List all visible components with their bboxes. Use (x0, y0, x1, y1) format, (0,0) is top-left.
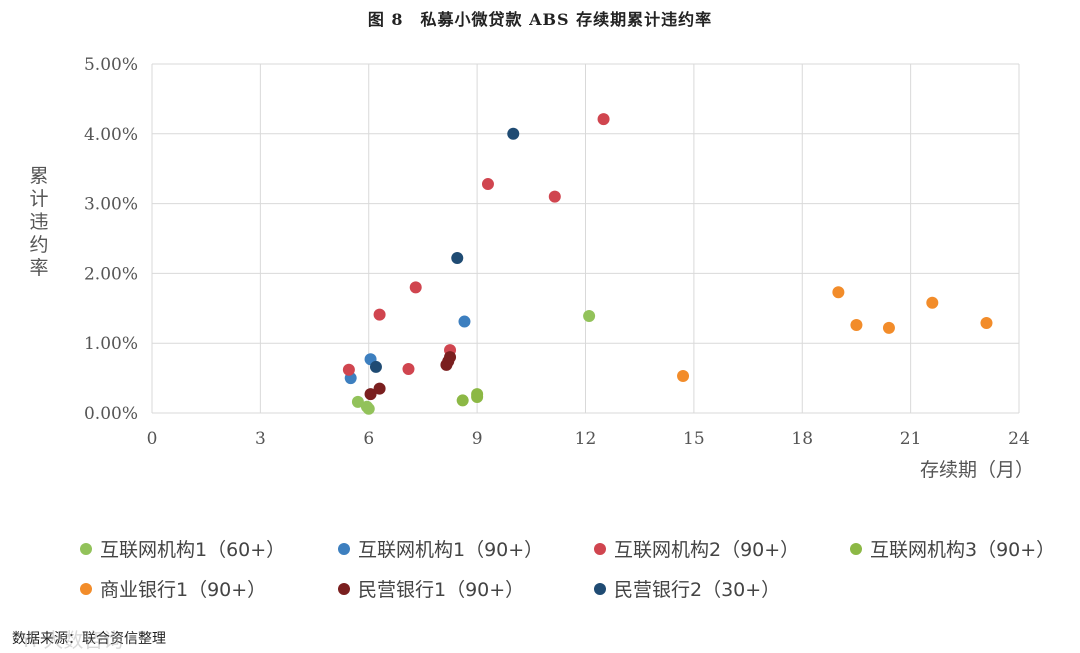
legend-item: 互联网机构3（90+） (850, 535, 1055, 562)
data-point (507, 127, 520, 140)
data-point (597, 113, 610, 126)
data-point (456, 394, 469, 407)
data-point (677, 370, 690, 383)
x-tick-label: 24 (1008, 429, 1030, 449)
data-source-note: 数据来源：联合资信整理 (12, 631, 166, 647)
y-tick-label: 5.00% (84, 55, 138, 75)
x-tick-label: 12 (575, 429, 597, 449)
data-point (444, 351, 457, 364)
data-point (351, 395, 364, 408)
data-point (373, 308, 386, 321)
data-point (926, 296, 939, 309)
legend-marker (338, 582, 350, 595)
data-point (850, 319, 863, 332)
y-axis-label: 累计违约率 (29, 165, 49, 279)
legend-label: 商业银行1（90+） (100, 579, 267, 601)
legend-marker (594, 542, 606, 555)
data-point (364, 388, 377, 401)
legend-label: 互联网机构2（90+） (614, 539, 800, 561)
x-tick-label: 15 (683, 429, 705, 449)
watermark: Yi 大数咨询 (20, 628, 124, 652)
legend-marker (80, 582, 92, 595)
legend-marker (80, 542, 92, 555)
data-point (481, 178, 494, 191)
data-point (373, 382, 386, 395)
x-tick-label: 6 (363, 429, 374, 449)
legend-marker (850, 542, 862, 555)
data-point (458, 315, 471, 328)
data-point (409, 281, 422, 294)
data-point (471, 390, 484, 403)
legend: 互联网机构1（60+） 互联网机构1（90+） 互联网机构2（90+） 互联网机构3（… (80, 535, 1070, 615)
legend-label: 互联网机构1（90+） (358, 539, 544, 561)
data-point (832, 286, 845, 299)
legend-item: 民营银行1（90+） (338, 575, 524, 602)
data-point (451, 252, 464, 265)
legend-item: 商业银行1（90+） (80, 575, 266, 602)
data-point (369, 360, 382, 373)
data-point (548, 190, 561, 203)
legend-marker (338, 542, 350, 555)
x-tick-label: 21 (900, 429, 922, 449)
y-tick-label: 0.00% (84, 404, 138, 424)
x-tick-label: 0 (147, 429, 158, 449)
legend-item: 互联网机构1（90+） (338, 535, 543, 562)
data-point (362, 402, 375, 415)
x-tick-label: 3 (255, 429, 266, 449)
y-tick-label: 3.00% (84, 195, 138, 215)
data-point (402, 363, 415, 376)
legend-marker (594, 582, 606, 595)
legend-label: 互联网机构1（60+） (100, 539, 286, 561)
legend-item: 互联网机构2（90+） (594, 535, 799, 562)
y-tick-label: 2.00% (84, 264, 138, 284)
data-point (980, 316, 993, 329)
y-tick-label: 1.00% (84, 334, 138, 354)
data-point (342, 363, 355, 376)
legend-label: 民营银行2（30+） (614, 579, 781, 601)
legend-label: 互联网机构3（90+） (870, 539, 1056, 561)
data-point (882, 321, 895, 334)
y-tick-label: 4.00% (84, 125, 138, 145)
x-axis-label: 存续期（月） (920, 459, 1035, 481)
legend-item: 民营银行2（30+） (594, 575, 780, 602)
data-point (583, 309, 596, 322)
chart-title: 图 8 私募小微贷款 ABS 存续期累计违约率 (367, 10, 713, 29)
x-tick-label: 18 (791, 429, 813, 449)
x-tick-label: 9 (472, 429, 483, 449)
legend-label: 民营银行1（90+） (358, 579, 525, 601)
legend-item: 互联网机构1（60+） (80, 535, 285, 562)
